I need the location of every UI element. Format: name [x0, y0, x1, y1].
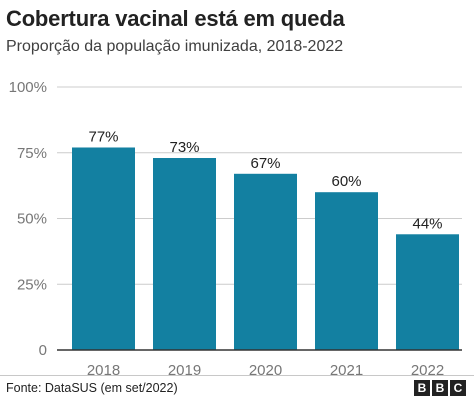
x-tick-label: 2022 [411, 362, 444, 375]
bar-value-label: 73% [169, 139, 199, 156]
y-tick-label: 75% [17, 145, 47, 162]
y-tick-label: 50% [17, 211, 47, 228]
y-tick-label: 100% [9, 79, 47, 96]
bar [315, 192, 378, 350]
footer-divider [0, 375, 474, 376]
bbc-logo: B B C [414, 380, 466, 396]
bar-value-label: 67% [250, 155, 280, 172]
bbc-logo-block: C [450, 380, 466, 396]
bbc-logo-block: B [432, 380, 448, 396]
x-tick-label: 2021 [330, 362, 363, 375]
bbc-logo-block: B [414, 380, 430, 396]
bar [72, 147, 135, 350]
x-tick-label: 2018 [87, 362, 120, 375]
bar-value-label: 44% [412, 215, 442, 232]
bar-value-label: 77% [88, 128, 118, 145]
bar-chart: 0 25% 50% 75% 100% 77% 2018 73% 2019 67% 2020 60% 20… [9, 79, 462, 375]
chart-title: Cobertura vacinal está em queda [6, 6, 345, 31]
x-tick-label: 2020 [249, 362, 282, 375]
bar [153, 158, 216, 350]
bar [396, 234, 459, 350]
chart-subtitle: Proporção da população imunizada, 2018-2… [6, 38, 344, 55]
bar-value-label: 60% [331, 173, 361, 190]
y-tick-label: 0 [39, 342, 47, 359]
x-tick-label: 2019 [168, 362, 201, 375]
source-note: Fonte: DataSUS (em set/2022) [6, 381, 178, 395]
bar [234, 173, 297, 350]
y-tick-label: 25% [17, 276, 47, 293]
